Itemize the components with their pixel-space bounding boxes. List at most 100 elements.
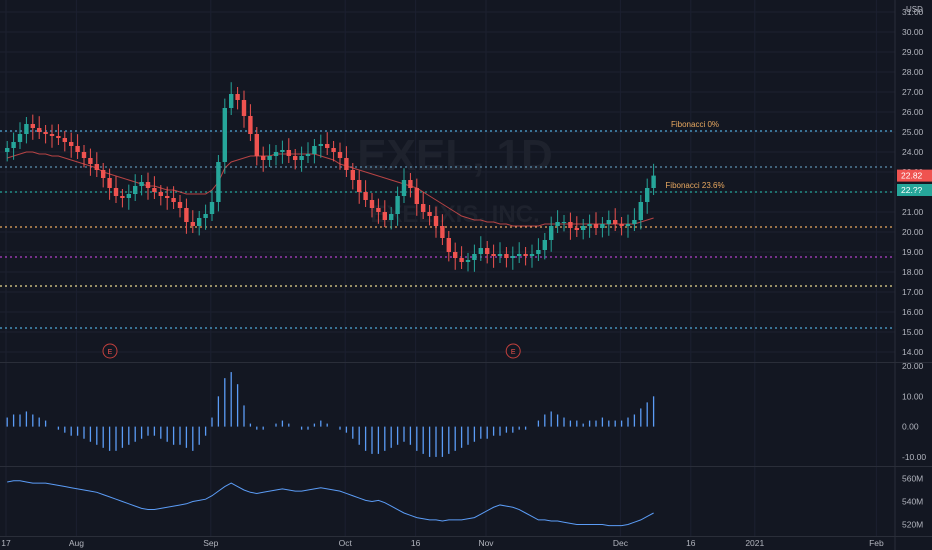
candle-body-15 bbox=[101, 170, 106, 178]
candle-body-81 bbox=[523, 254, 528, 256]
candle-body-1 bbox=[11, 142, 16, 148]
candle-body-24 bbox=[158, 192, 163, 196]
candle-body-9 bbox=[62, 138, 67, 142]
candle-body-58 bbox=[376, 208, 381, 212]
volume-tick-1: 540M bbox=[902, 497, 923, 507]
candle-body-31 bbox=[203, 214, 208, 218]
candle-body-57 bbox=[369, 200, 375, 208]
macd-pane bbox=[6, 372, 655, 457]
candle-body-87 bbox=[561, 222, 567, 223]
candle-body-28 bbox=[184, 208, 189, 222]
candle-body-71 bbox=[459, 258, 464, 262]
currency-label: USD bbox=[906, 5, 923, 14]
last-price-tag bbox=[897, 169, 932, 182]
candle-body-69 bbox=[446, 238, 451, 252]
candle-body-43 bbox=[280, 150, 285, 152]
candle-body-64 bbox=[414, 188, 419, 204]
price-tick-15: 16.00 bbox=[902, 307, 924, 317]
price-tick-1: 30.00 bbox=[902, 27, 924, 37]
candle-body-7 bbox=[49, 134, 55, 136]
candle-body-18 bbox=[120, 196, 125, 198]
volume-tick-0: 560M bbox=[902, 474, 923, 484]
candle-body-0 bbox=[5, 148, 10, 152]
candle-body-33 bbox=[216, 162, 221, 202]
ma-price-label: 22.?? bbox=[901, 185, 923, 195]
candle-body-38 bbox=[248, 116, 253, 134]
candle-body-100 bbox=[645, 188, 650, 202]
candle-body-93 bbox=[600, 224, 605, 228]
candle-body-78 bbox=[504, 254, 509, 258]
macd-axis: 20.00 10.00 0.00 -10.00 bbox=[902, 361, 926, 462]
price-tick-14: 17.00 bbox=[902, 287, 924, 297]
horizontal-levels: Fibonacci 0% Fibonacci 23.6% bbox=[0, 120, 895, 329]
candle-body-40 bbox=[261, 156, 266, 160]
candle-body-23 bbox=[152, 188, 157, 192]
time-label-0: 17 bbox=[1, 538, 11, 548]
price-axis[interactable]: USD 31.00 30.00 29.00 28.00 27.00 26.00 25.00 2… bbox=[897, 5, 932, 357]
candle-body-77 bbox=[497, 254, 503, 256]
time-label-2: Sep bbox=[203, 538, 218, 548]
earnings-label-1: E bbox=[511, 349, 516, 356]
candle-body-61 bbox=[395, 196, 400, 214]
price-tick-0: 31.00 bbox=[902, 7, 924, 17]
candle-body-96 bbox=[619, 224, 624, 226]
candle-body-34 bbox=[222, 108, 227, 162]
candle-body-62 bbox=[401, 180, 407, 196]
candle-body-55 bbox=[357, 180, 362, 192]
candle-body-67 bbox=[433, 216, 439, 226]
time-label-9: Feb bbox=[869, 538, 884, 548]
candle-body-97 bbox=[625, 224, 631, 226]
candle-body-47 bbox=[305, 154, 311, 156]
candle-body-91 bbox=[587, 224, 592, 226]
candle-body-85 bbox=[549, 226, 554, 240]
time-label-6: Dec bbox=[613, 538, 629, 548]
candle-body-65 bbox=[421, 204, 426, 212]
candle-body-86 bbox=[555, 222, 560, 226]
candle-body-12 bbox=[81, 152, 87, 158]
volume-pane bbox=[7, 480, 654, 527]
price-tick-5: 26.00 bbox=[902, 107, 924, 117]
candle-body-68 bbox=[440, 226, 445, 238]
candle-body-72 bbox=[465, 260, 471, 262]
time-label-7: 16 bbox=[686, 538, 696, 548]
candle-body-2 bbox=[17, 134, 23, 142]
level-label-2: Fibonacci 23.6% bbox=[665, 181, 724, 190]
candle-body-4 bbox=[30, 124, 35, 128]
price-tick-4: 27.00 bbox=[902, 87, 924, 97]
candle-body-45 bbox=[293, 156, 298, 160]
candle-body-46 bbox=[299, 156, 304, 160]
candle-body-26 bbox=[171, 198, 176, 202]
candle-body-98 bbox=[632, 220, 637, 224]
macd-tick-0: 20.00 bbox=[902, 361, 924, 371]
price-tick-13: 18.00 bbox=[902, 267, 924, 277]
level-label-0: Fibonacci 0% bbox=[671, 120, 719, 129]
last-price-label: 22.82 bbox=[901, 171, 923, 181]
candle-body-41 bbox=[267, 156, 272, 160]
candle-body-90 bbox=[581, 226, 586, 230]
candle-body-92 bbox=[593, 224, 599, 228]
candle-body-27 bbox=[177, 202, 183, 208]
candle-body-16 bbox=[107, 178, 112, 188]
candle-body-6 bbox=[43, 132, 48, 134]
candle-body-54 bbox=[350, 170, 355, 180]
time-label-1: Aug bbox=[69, 538, 84, 548]
time-label-8: 2021 bbox=[745, 538, 764, 548]
candle-body-30 bbox=[197, 218, 202, 226]
candle-body-66 bbox=[427, 212, 432, 216]
macd-tick-2: 0.00 bbox=[902, 422, 919, 432]
price-tick-16: 15.00 bbox=[902, 327, 924, 337]
candle-body-73 bbox=[472, 254, 477, 260]
candle-body-101 bbox=[651, 175, 656, 188]
candle-body-5 bbox=[37, 128, 42, 132]
candle-body-53 bbox=[344, 158, 349, 170]
candle-body-25 bbox=[165, 196, 170, 198]
volume-line bbox=[7, 480, 654, 527]
time-axis[interactable]: 17AugSepOct16NovDec162021FebMar16 bbox=[1, 538, 932, 548]
candle-body-14 bbox=[94, 164, 99, 170]
earnings-markers[interactable]: EEE bbox=[102, 343, 932, 359]
candle-body-22 bbox=[145, 182, 151, 188]
candle-body-29 bbox=[190, 222, 195, 226]
candle-body-80 bbox=[517, 254, 522, 256]
